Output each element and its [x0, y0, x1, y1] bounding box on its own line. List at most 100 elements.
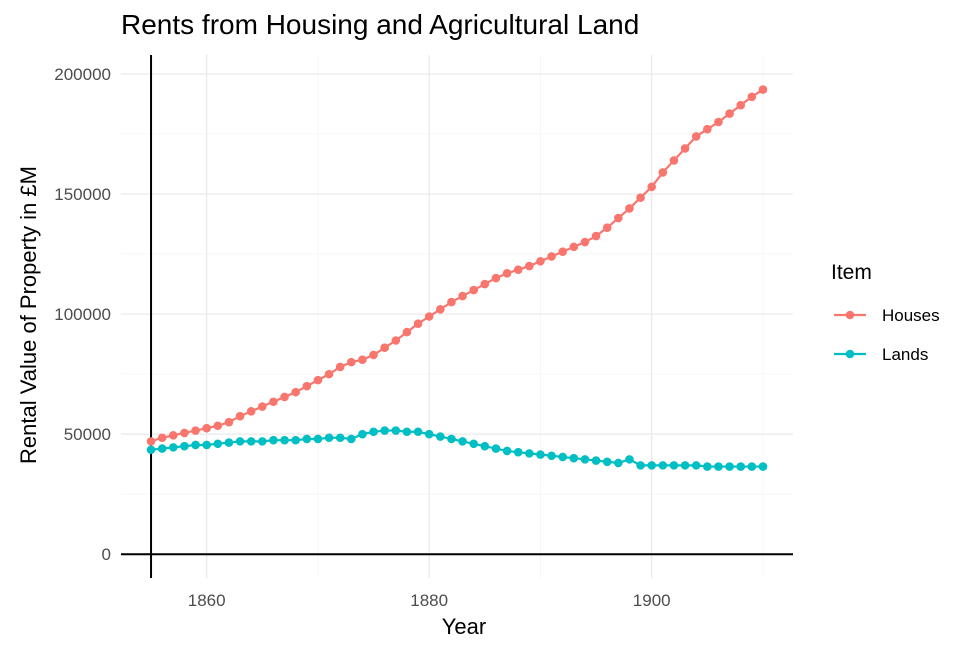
lands-point	[569, 453, 579, 463]
lands-point	[458, 437, 467, 446]
lands-point	[302, 434, 312, 444]
houses-point	[168, 431, 178, 440]
y-tick-label: 0	[102, 545, 111, 564]
legend: Item Houses Lands	[831, 261, 940, 364]
lands-point	[313, 434, 323, 444]
lands-point	[391, 426, 401, 435]
y-tick-label: 150000	[54, 185, 111, 204]
lands-point	[335, 433, 345, 443]
houses-point	[202, 423, 211, 433]
lands-point	[714, 462, 723, 471]
series-layer	[146, 85, 768, 471]
legend-entries: Houses Lands	[834, 306, 940, 364]
lands-point	[513, 447, 523, 457]
y-tick-label: 50000	[64, 425, 111, 444]
lands-point	[246, 437, 256, 446]
lands-point	[358, 429, 367, 439]
lands-point	[614, 458, 623, 468]
houses-point	[324, 369, 334, 379]
lands-point	[525, 449, 534, 458]
lands-point	[380, 426, 389, 435]
houses-point	[335, 362, 345, 372]
houses-point	[258, 402, 267, 411]
houses-point	[413, 319, 423, 329]
lands-point	[580, 455, 590, 464]
series-houses	[146, 85, 768, 446]
axis-labels: 1860 1880 1900 0 50000 100000 150000 200000	[54, 65, 670, 610]
houses-point	[602, 223, 612, 232]
lands-point	[758, 462, 768, 471]
series-lands	[146, 426, 768, 471]
houses-point	[758, 85, 768, 94]
houses-point	[313, 375, 323, 385]
x-axis-title: Year	[442, 614, 486, 639]
houses-point	[458, 291, 467, 301]
lands-point	[591, 456, 601, 465]
lands-point	[736, 462, 746, 471]
houses-point	[146, 437, 156, 446]
houses-point	[157, 433, 167, 443]
legend-label: Houses	[882, 306, 940, 325]
houses-point	[447, 297, 456, 307]
houses-point	[213, 421, 223, 431]
houses-point	[424, 312, 434, 321]
lands-point	[680, 461, 690, 470]
houses-point	[469, 285, 478, 295]
x-tick-label: 1880	[410, 591, 448, 610]
lands-point	[658, 461, 668, 470]
legend-item-lands: Lands	[834, 345, 928, 364]
y-axis-title: Rental Value of Property in £M	[16, 166, 41, 464]
houses-point	[647, 182, 656, 192]
houses-point	[747, 92, 757, 102]
legend-item-houses: Houses	[834, 306, 940, 325]
houses-point	[369, 350, 378, 360]
houses-point	[714, 117, 723, 127]
lands-point	[725, 462, 734, 471]
legend-key-point	[845, 349, 855, 359]
lands-point	[491, 444, 501, 453]
houses-point	[558, 247, 567, 256]
houses-point	[491, 273, 501, 283]
houses-point	[536, 256, 545, 266]
legend-key-point	[845, 310, 855, 320]
lands-point	[703, 462, 712, 471]
lands-point	[625, 455, 634, 464]
lands-point	[402, 427, 412, 437]
houses-point	[636, 193, 645, 202]
houses-point	[224, 417, 234, 427]
lands-point	[291, 435, 300, 445]
lands-point	[224, 438, 234, 447]
houses-point	[180, 428, 189, 438]
lands-point	[258, 437, 267, 446]
chart-title: Rents from Housing and Agricultural Land	[121, 9, 639, 40]
lands-point	[691, 461, 701, 470]
lands-point	[413, 427, 423, 437]
lands-point	[369, 427, 378, 437]
houses-point	[591, 231, 601, 241]
houses-point	[669, 156, 679, 165]
lands-point	[202, 440, 211, 450]
lands-point	[280, 435, 289, 445]
houses-point	[358, 355, 367, 365]
houses-point	[736, 100, 746, 110]
lands-point	[347, 434, 356, 444]
houses-point	[569, 242, 579, 252]
houses-point	[402, 327, 412, 337]
houses-point	[391, 336, 401, 345]
lands-point	[447, 434, 456, 444]
lands-point	[669, 461, 679, 470]
houses-point	[725, 109, 734, 118]
lands-point	[235, 437, 245, 446]
houses-point	[658, 168, 668, 177]
houses-point	[246, 407, 256, 416]
houses-point	[703, 124, 712, 134]
houses-point	[291, 387, 300, 397]
houses-point	[380, 343, 389, 353]
y-tick-label: 100000	[54, 305, 111, 324]
lands-point	[168, 443, 178, 452]
lands-point	[436, 432, 445, 441]
lands-point	[647, 461, 656, 470]
lands-point	[480, 441, 490, 451]
